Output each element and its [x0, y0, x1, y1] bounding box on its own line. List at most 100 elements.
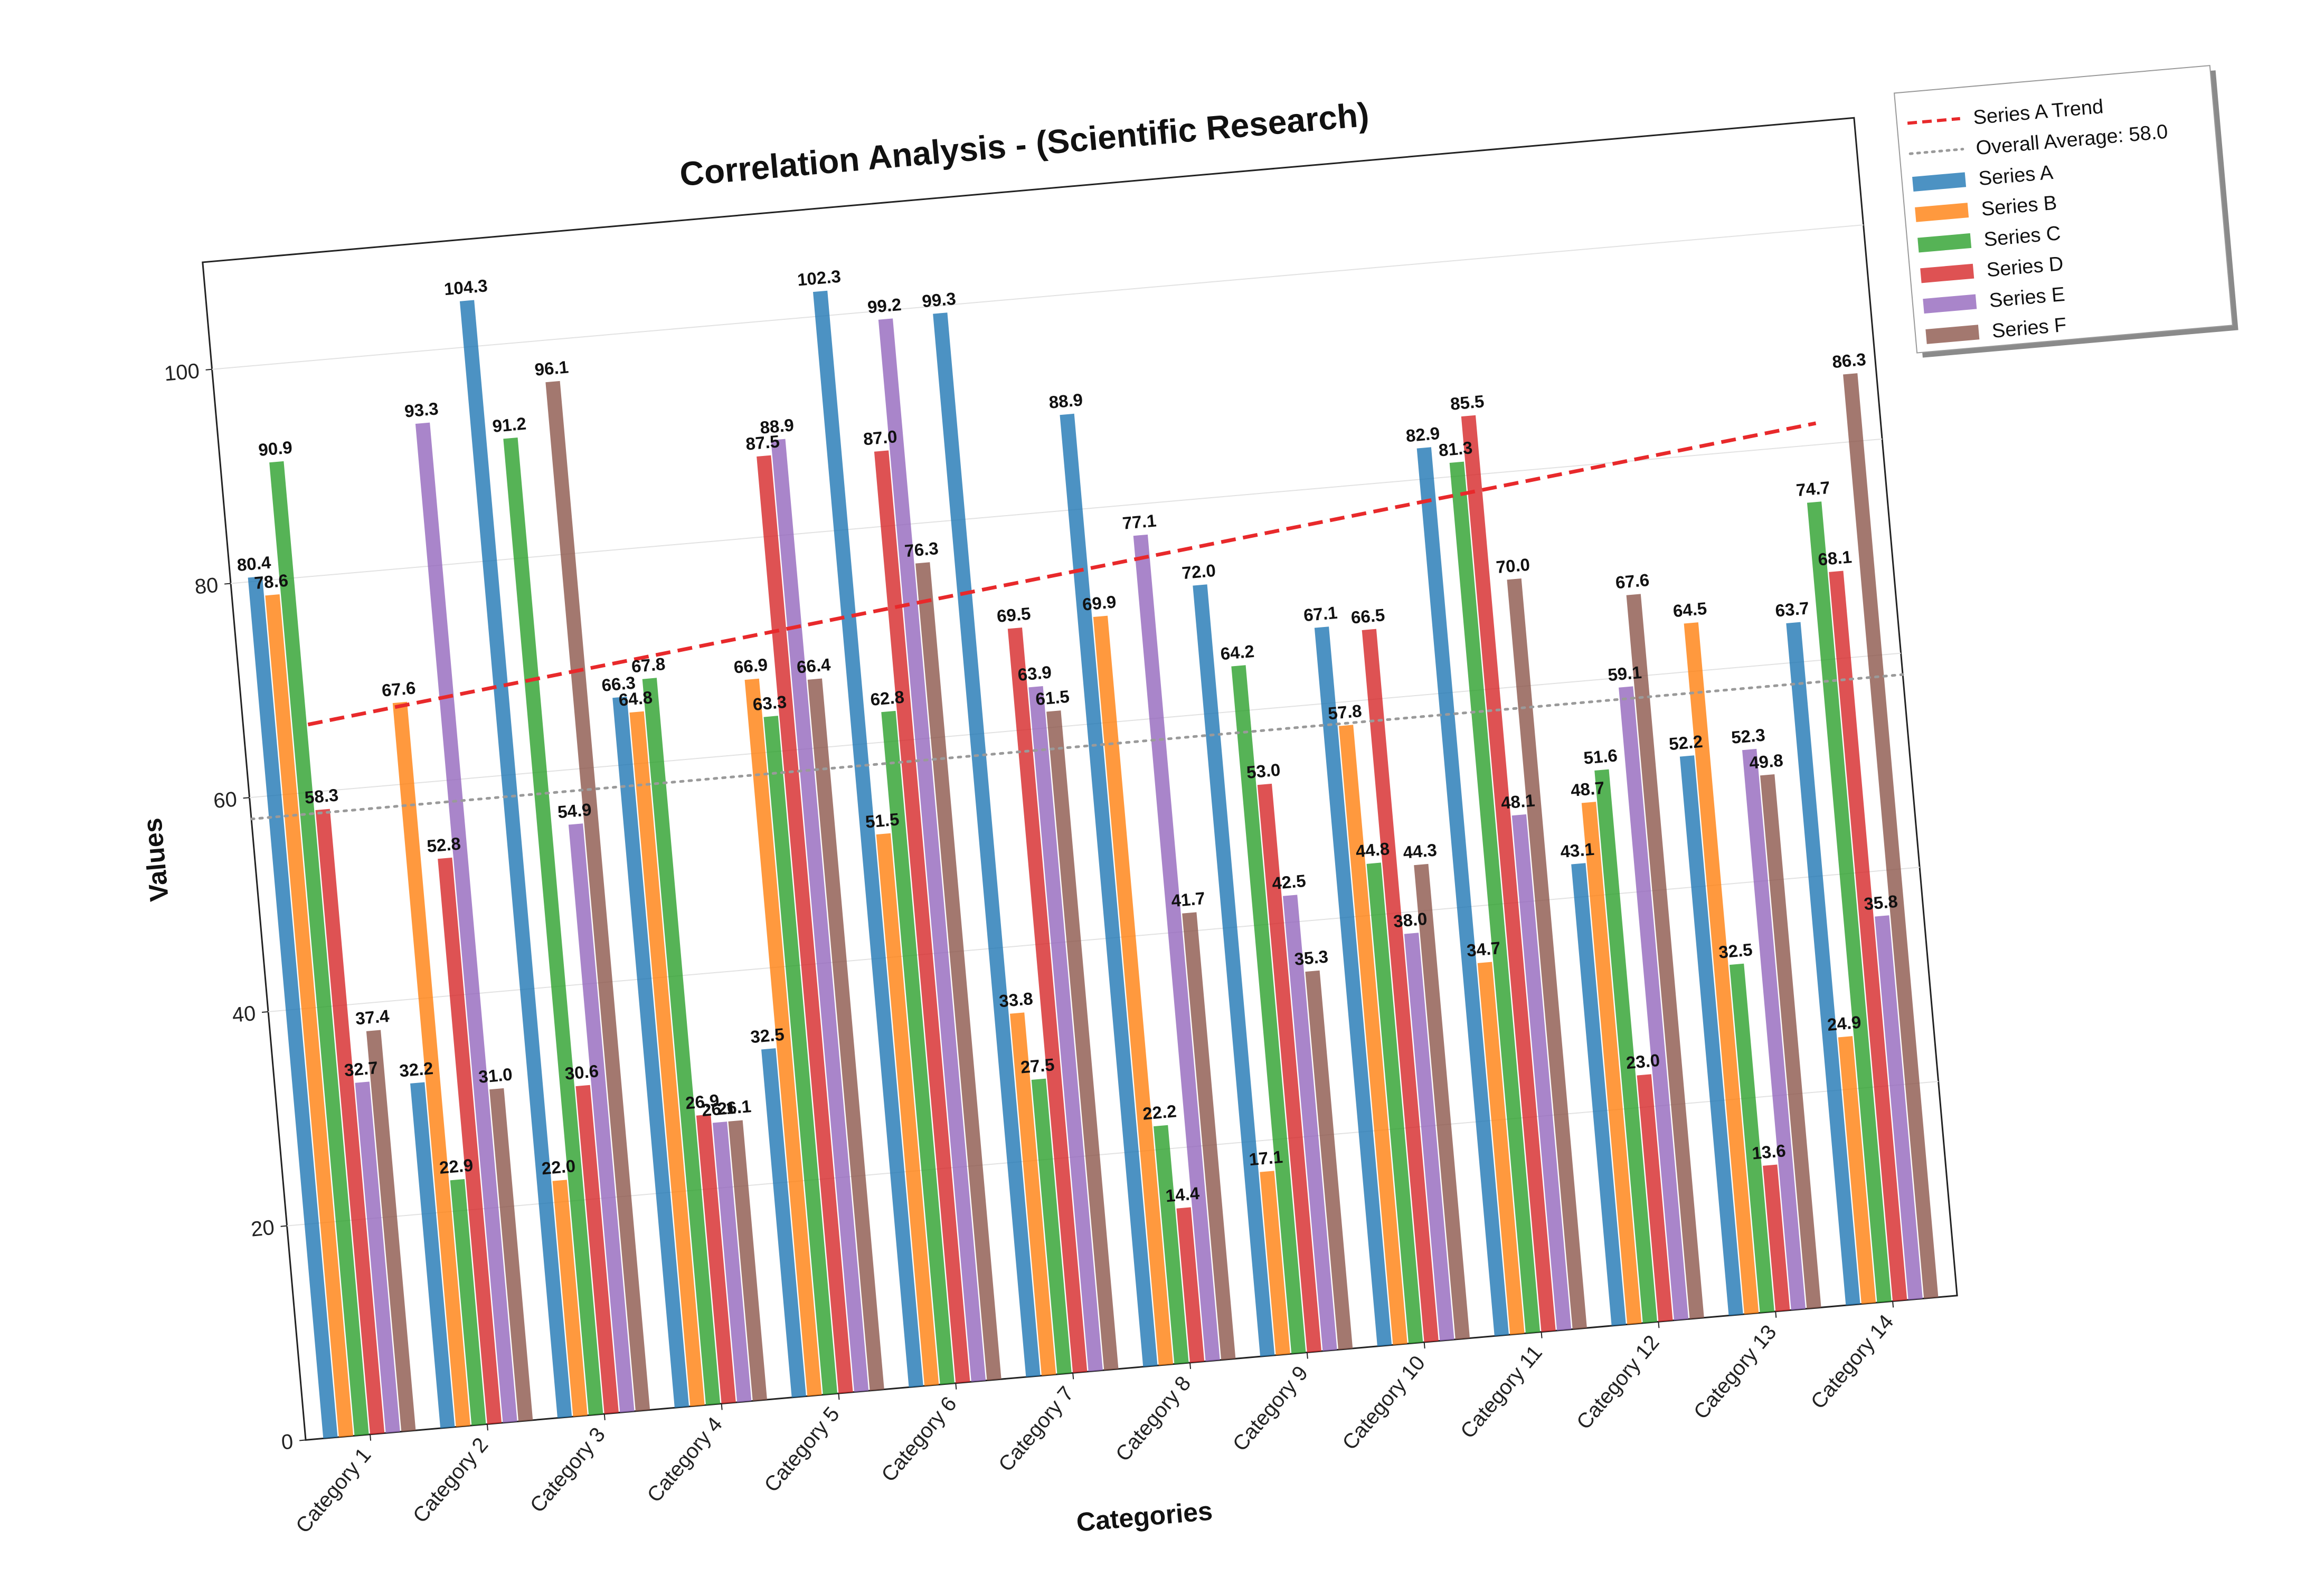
x-tick-label: Category 11 [1456, 1341, 1547, 1443]
y-tick-label: 60 [212, 787, 238, 813]
y-tick-label: 40 [231, 1002, 257, 1027]
data-label: 13.6 [1751, 1141, 1787, 1163]
bar-series-b [876, 833, 939, 1386]
data-label: 43.1 [1560, 839, 1595, 861]
data-label: 61.5 [1035, 687, 1070, 709]
data-label: 70.0 [1495, 555, 1530, 577]
legend-swatch [1923, 294, 1977, 314]
data-label: 52.8 [426, 833, 461, 856]
data-label: 66.3 [601, 672, 636, 695]
bars [248, 290, 1939, 1439]
bar-series-f [1046, 710, 1119, 1371]
bar-series-e [1133, 534, 1220, 1362]
bar-series-d [1461, 415, 1556, 1332]
data-label: 63.3 [752, 692, 787, 714]
bar-series-b [1684, 622, 1759, 1314]
data-label: 88.9 [759, 415, 795, 437]
bar-series-f [545, 381, 650, 1411]
data-label: 82.9 [1405, 423, 1440, 445]
data-label: 48.1 [1500, 790, 1536, 812]
bar-series-c [269, 461, 369, 1436]
bar-series-c [1807, 501, 1892, 1303]
data-label: 93.3 [404, 398, 439, 421]
legend-line-swatch [1907, 117, 1961, 125]
data-label: 64.2 [1220, 641, 1255, 663]
legend-swatch [1920, 263, 1974, 283]
bar-series-d [1637, 1074, 1673, 1322]
data-label: 67.6 [1614, 570, 1650, 592]
data-label: 78.6 [253, 571, 289, 593]
data-labels: 80.4 32.2 104.3 66.3 32.5 102.3 99.3 88.9 72.0 67… [236, 267, 1898, 1206]
data-label: 59.1 [1607, 662, 1642, 685]
bar-series-e [1404, 933, 1454, 1341]
bar-series-f [1414, 863, 1470, 1340]
bar-series-d [1362, 629, 1439, 1343]
bar-series-e [1282, 895, 1337, 1351]
data-label: 31.0 [478, 1064, 513, 1086]
y-tick-label: 0 [280, 1430, 294, 1455]
bar-series-c [881, 710, 955, 1385]
data-label: 49.8 [1749, 750, 1784, 773]
x-tick-label: Category 5 [760, 1402, 844, 1496]
bar-series-a [761, 1048, 806, 1398]
y-tick-label: 100 [163, 359, 200, 386]
data-label: 102.3 [797, 267, 842, 290]
bar-series-a [459, 300, 572, 1418]
bar-series-b [1260, 1171, 1290, 1355]
bar-series-f [807, 678, 884, 1391]
gridline [249, 652, 1901, 799]
bar-series-e [415, 422, 517, 1423]
reference-lines [250, 421, 1904, 821]
bar-series-a [612, 696, 689, 1408]
data-label: 54.9 [557, 800, 592, 822]
bar-series-e [1742, 748, 1806, 1310]
data-label: 37.4 [355, 1006, 391, 1029]
y-tick-mark [205, 368, 212, 370]
data-label: 66.5 [1350, 605, 1385, 627]
y-tick-mark [280, 1225, 287, 1227]
data-label: 33.8 [998, 989, 1034, 1011]
bar-series-a [1416, 447, 1509, 1336]
bar-series-d [1257, 783, 1322, 1353]
bar-series-c [450, 1179, 486, 1426]
data-label: 91.2 [492, 414, 527, 436]
bar-series-f [1182, 912, 1236, 1360]
data-label: 23.0 [1625, 1050, 1660, 1072]
data-label: 99.2 [867, 294, 902, 317]
bar-series-c [1594, 769, 1658, 1323]
bar-series-c [1031, 1078, 1072, 1374]
data-label: 87.5 [745, 431, 780, 453]
bar-series-e [355, 1081, 400, 1433]
data-label: 69.9 [1082, 592, 1117, 614]
bar-series-f [366, 1030, 416, 1432]
bar-series-e [1619, 686, 1689, 1320]
bar-series-d [1007, 628, 1088, 1373]
data-label: 63.7 [1774, 598, 1810, 620]
data-label: 104.3 [443, 276, 489, 299]
bar-series-e [1511, 814, 1572, 1331]
x-tick-mark [838, 1393, 840, 1400]
legend-swatch [1925, 325, 1980, 344]
data-label: 76.3 [904, 538, 939, 560]
bar-series-f [728, 1120, 767, 1401]
data-label: 86.3 [1831, 349, 1867, 372]
x-tick-mark [1658, 1322, 1660, 1328]
data-label: 26.1 [716, 1096, 752, 1118]
data-label: 41.7 [1170, 888, 1206, 910]
data-label: 17.1 [1248, 1147, 1283, 1169]
average-line [250, 673, 1904, 821]
data-label: 67.1 [1303, 603, 1338, 625]
bar-series-d [874, 450, 970, 1383]
x-tick-label: Category 14 [1807, 1310, 1898, 1413]
bar-series-d [1763, 1164, 1790, 1312]
legend-swatch [1917, 233, 1972, 253]
bar-series-d [438, 857, 502, 1424]
bar-series-e [771, 439, 869, 1392]
y-tick-label: 20 [250, 1216, 275, 1241]
data-label: 26.9 [685, 1090, 720, 1113]
data-label: 14.4 [1165, 1183, 1201, 1206]
bar-series-c [1729, 963, 1774, 1313]
bar-series-b [1009, 1012, 1056, 1376]
data-label: 99.3 [921, 289, 957, 311]
